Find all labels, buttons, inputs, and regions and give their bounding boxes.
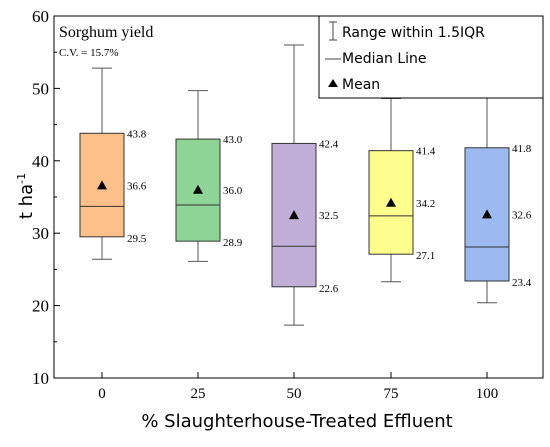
legend-box bbox=[318, 15, 544, 99]
legend-mean-label: Mean bbox=[342, 77, 380, 93]
mean-value-label: 36.0 bbox=[223, 185, 243, 197]
y-axis-label-sup: -1 bbox=[15, 173, 28, 184]
y-tick-label: 10 bbox=[32, 369, 49, 388]
q1-value-label: 29.5 bbox=[127, 233, 147, 245]
legend-range-symbol bbox=[329, 21, 337, 41]
mean-marker bbox=[97, 180, 107, 190]
chart-subtitle: C.V. = 15.7% bbox=[59, 47, 118, 59]
marks-layer: 43.8 36.6 29.5 43.0 36.0 28.9 42.4 32.5 22.6 41.4… bbox=[79, 44, 532, 326]
q3-value-label: 41.8 bbox=[512, 143, 532, 155]
legend-mean-symbol bbox=[328, 79, 338, 87]
legend: Range within 1.5IQR Median Line Mean bbox=[318, 15, 544, 99]
x-axis-label: % Slaughterhouse-Treated Effluent bbox=[141, 411, 452, 432]
x-tick-label: 75 bbox=[384, 386, 399, 402]
box-group-100: 41.8 32.6 23.4 bbox=[464, 60, 532, 304]
chart-title: Sorghum yield bbox=[59, 24, 153, 41]
mean-value-label: 32.5 bbox=[319, 210, 339, 222]
q3-value-label: 43.8 bbox=[127, 128, 147, 140]
mean-marker bbox=[386, 197, 396, 207]
box-group-75: 41.4 34.2 27.1 bbox=[368, 98, 436, 283]
box-group-0: 43.8 36.6 29.5 bbox=[79, 67, 147, 260]
mean-value-label: 34.2 bbox=[416, 198, 435, 210]
q1-value-label: 23.4 bbox=[512, 277, 532, 289]
box-group-25: 43.0 36.0 28.9 bbox=[175, 90, 243, 262]
mean-marker bbox=[193, 184, 203, 194]
mean-marker bbox=[289, 210, 299, 220]
q3-value-label: 41.4 bbox=[416, 146, 436, 158]
q3-value-label: 42.4 bbox=[319, 138, 339, 150]
x-tick-label: 0 bbox=[98, 386, 106, 402]
box-group-50: 42.4 32.5 22.6 bbox=[271, 44, 339, 326]
y-tick-label: 40 bbox=[32, 152, 49, 171]
y-axis-label-main: t ha bbox=[16, 184, 37, 219]
y-tick-label: 60 bbox=[32, 7, 49, 26]
x-tick-label: 50 bbox=[287, 386, 302, 402]
legend-median-label: Median Line bbox=[342, 51, 427, 67]
legend-range-label: Range within 1.5IQR bbox=[342, 25, 485, 41]
q1-value-label: 22.6 bbox=[319, 283, 339, 295]
mean-marker bbox=[482, 209, 492, 219]
x-tick-label: 25 bbox=[191, 386, 206, 402]
x-tick-label: 100 bbox=[476, 386, 499, 402]
q1-value-label: 27.1 bbox=[416, 250, 435, 262]
q1-value-label: 28.9 bbox=[223, 237, 243, 249]
axes-layer: 10 20 30 40 50 60 0 25 50 75 100 bbox=[32, 7, 498, 402]
y-tick-label: 30 bbox=[32, 224, 49, 243]
y-tick-label: 50 bbox=[32, 79, 49, 98]
q3-value-label: 43.0 bbox=[223, 134, 243, 146]
y-axis-label: t ha-1 bbox=[15, 173, 37, 219]
mean-value-label: 32.6 bbox=[512, 209, 532, 221]
mean-value-label: 36.6 bbox=[127, 180, 147, 192]
y-tick-label: 20 bbox=[32, 297, 49, 316]
